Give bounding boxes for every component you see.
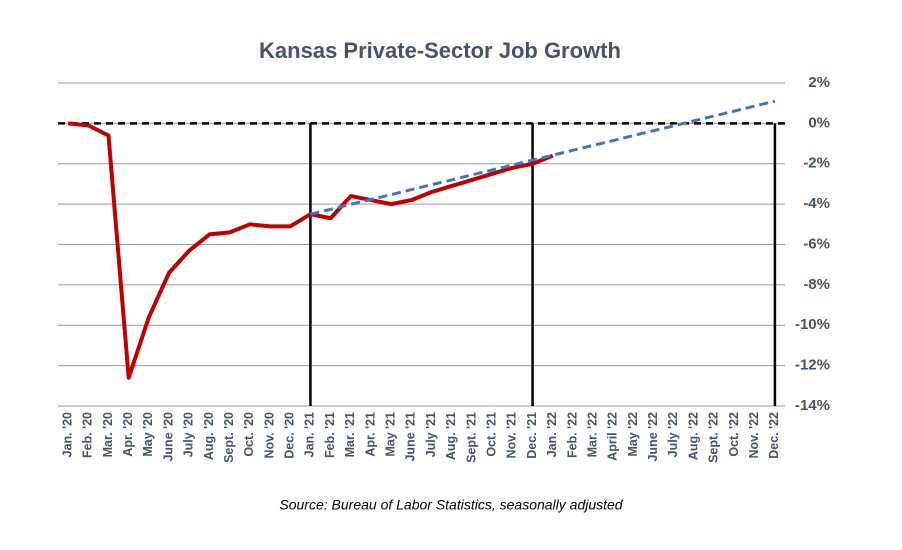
x-tick-label: Jan. '21 xyxy=(303,412,317,457)
y-tick-label: -12% xyxy=(795,357,830,374)
x-tick-label: Mar. '22 xyxy=(585,412,599,457)
x-tick-label: Dec. '20 xyxy=(283,412,297,459)
x-tick-label: Aug. '22 xyxy=(686,412,700,460)
chart-title: Kansas Private-Sector Job Growth xyxy=(259,38,621,63)
x-tick-label: May '20 xyxy=(141,412,155,457)
y-tick-label: -14% xyxy=(795,397,830,414)
x-tick-label: Apr. '21 xyxy=(363,412,377,457)
x-tick-label: May '22 xyxy=(626,412,640,457)
series-line xyxy=(310,99,776,216)
x-tick-label: Aug. '21 xyxy=(444,412,458,460)
x-tick-label: Nov. '20 xyxy=(262,412,276,459)
x-tick-label: July '20 xyxy=(182,412,196,457)
x-tick-label: Nov. '22 xyxy=(747,412,761,459)
x-tick-label: Jan. '22 xyxy=(545,412,559,457)
x-tick-label: May '21 xyxy=(384,412,398,457)
x-tick-label: Aug. '20 xyxy=(202,412,216,460)
x-tick-label: April '22 xyxy=(606,412,620,461)
x-tick-label: Apr. '20 xyxy=(121,412,135,457)
x-tick-label: Oct. '21 xyxy=(484,412,498,457)
y-tick-label: -4% xyxy=(803,195,830,212)
x-tick-label: June '21 xyxy=(404,412,418,462)
x-tick-label: Oct. '20 xyxy=(242,412,256,457)
y-tick-label: -10% xyxy=(795,316,830,333)
y-tick-label: -6% xyxy=(803,235,830,252)
x-tick-label: Mar. '21 xyxy=(343,412,357,457)
x-tick-label: Feb. '21 xyxy=(323,412,337,458)
x-tick-label: Feb. '22 xyxy=(565,412,579,458)
x-tick-label: Oct. '22 xyxy=(727,412,741,457)
x-tick-label: Dec. '22 xyxy=(767,412,781,459)
x-tick-label: July '22 xyxy=(666,412,680,457)
x-tick-label: Sept. '22 xyxy=(707,412,721,463)
y-tick-label: 2% xyxy=(808,74,830,91)
x-tick-label: June '20 xyxy=(161,412,175,462)
source-note: Source: Bureau of Labor Statistics, seas… xyxy=(279,497,623,513)
x-tick-label: Feb. '20 xyxy=(81,412,95,458)
y-tick-label: -2% xyxy=(803,155,830,172)
x-tick-label: Sept. '20 xyxy=(222,412,236,463)
x-tick-label: June '22 xyxy=(646,412,660,462)
x-tick-label: Mar. '20 xyxy=(101,412,115,457)
x-tick-label: Nov. '21 xyxy=(505,412,519,459)
x-tick-label: July '21 xyxy=(424,412,438,457)
x-tick-label: Dec. '21 xyxy=(525,412,539,459)
x-tick-label: Sept. '21 xyxy=(464,412,478,463)
x-tick-label: Jan. '20 xyxy=(60,412,74,457)
y-tick-label: -8% xyxy=(803,276,830,293)
y-tick-label: 0% xyxy=(808,114,830,131)
